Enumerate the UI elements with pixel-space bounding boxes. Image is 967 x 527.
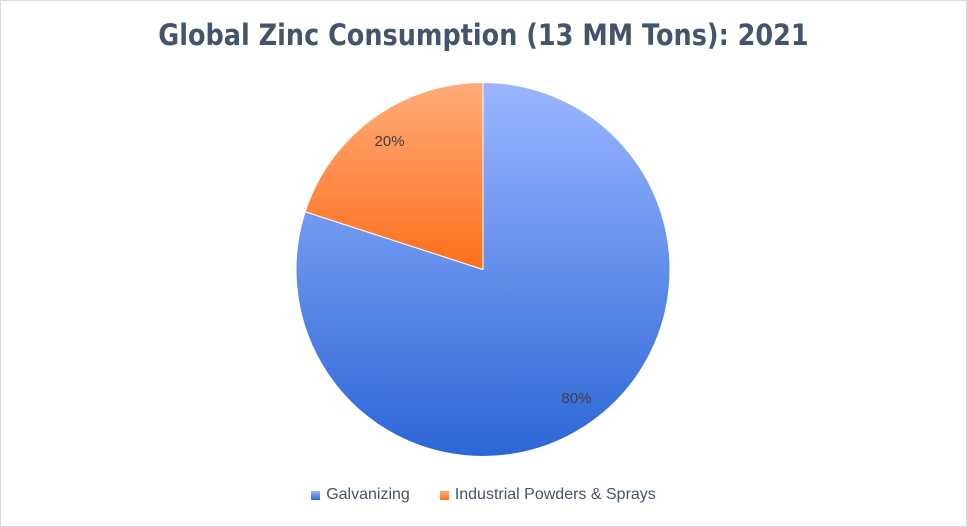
legend-label: Galvanizing [326,486,410,503]
pie-slice-industrial-powders-sprays[interactable] [304,81,484,271]
legend: Galvanizing Industrial Powders & Sprays [0,486,967,504]
data-label-galvanizing: 80% [561,390,591,407]
legend-label: Industrial Powders & Sprays [454,486,656,503]
chart-title: Global Zinc Consumption (13 MM Tons): 20… [158,18,809,52]
data-label-industrial-powders-sprays: 20% [375,133,405,150]
legend-item-galvanizing[interactable]: Galvanizing [311,486,410,504]
legend-swatch-industrial-powders-sprays [439,490,449,500]
legend-item-industrial-powders-sprays[interactable]: Industrial Powders & Sprays [439,486,656,504]
legend-swatch-galvanizing [311,490,321,500]
